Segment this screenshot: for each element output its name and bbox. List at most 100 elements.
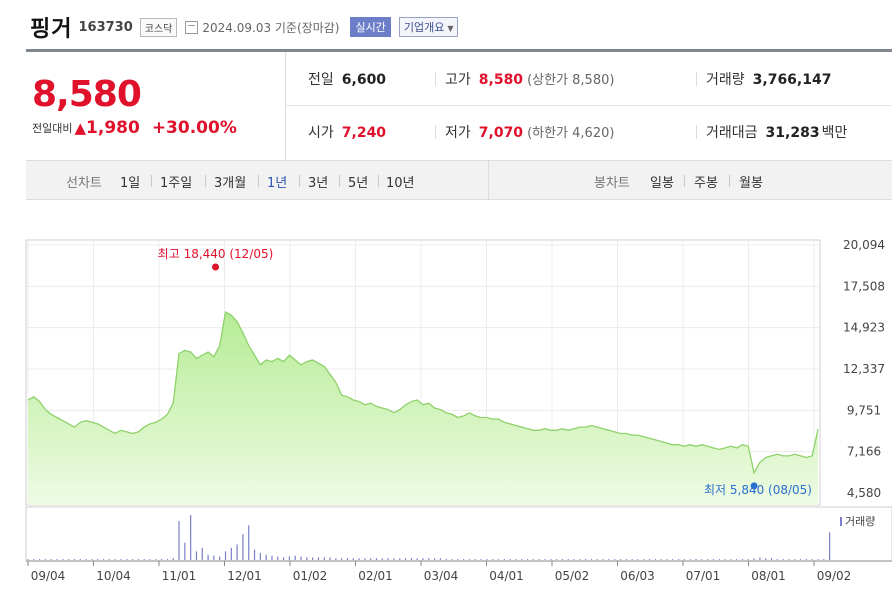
quote-date: 2024.09.03 기준(장마감): [202, 20, 340, 35]
volume-bar: [364, 558, 366, 560]
high-point-marker: [212, 263, 219, 271]
volume-bar: [306, 557, 308, 560]
volume-bar: [823, 559, 825, 560]
volume-bar: [108, 559, 110, 560]
volume-bar: [143, 559, 145, 560]
volume-bar: [736, 559, 738, 560]
volume-bar: [625, 559, 627, 560]
x-tick-label: 02/01: [358, 569, 393, 583]
period-1y-button[interactable]: 1년: [267, 176, 288, 191]
volume-bar: [457, 559, 459, 560]
x-axis: 09/04 10/04 11/01 12/01 01/02 02/01 03/04 04/01…: [27, 561, 851, 583]
volume-bar: [474, 559, 476, 560]
realtime-button[interactable]: 실시간: [350, 17, 391, 37]
stock-code: 163730: [78, 19, 133, 35]
volume-bar: [567, 559, 569, 560]
volume-bar: [631, 559, 633, 560]
company-info-button[interactable]: 기업개요 ▼: [398, 17, 459, 37]
period-1d-button[interactable]: 1일: [120, 176, 141, 191]
volume-bar: [172, 558, 174, 560]
volume-bar: [608, 559, 610, 560]
candle-daily-button[interactable]: 일봉: [650, 176, 674, 191]
volume-bar: [329, 557, 331, 560]
volume-bar: [660, 559, 662, 560]
period-5y-button[interactable]: 5년: [348, 176, 369, 191]
header-divider: [26, 49, 892, 52]
volume-bar: [788, 559, 790, 560]
y-tick-label: 9,751: [847, 403, 881, 417]
volume-bar: [341, 558, 343, 560]
volume-bar: [550, 559, 552, 560]
period-10y-button[interactable]: 10년: [386, 176, 415, 191]
volume-bar: [416, 558, 418, 560]
volume-bar: [312, 557, 314, 560]
period-3m-button[interactable]: 3개월: [214, 176, 247, 191]
stat-label: 고가: [445, 71, 471, 88]
volume-bar: [97, 559, 99, 560]
candle-weekly-button[interactable]: 주봉: [694, 176, 718, 191]
stat-sub: (상한가 8,580): [527, 72, 615, 88]
y-tick-label: 4,580: [847, 486, 881, 500]
volume-bar: [544, 559, 546, 560]
volume-bar: [161, 559, 163, 560]
stock-name: 핑거: [30, 17, 73, 42]
stat-unit: 백만: [821, 124, 848, 141]
divider: [378, 175, 379, 187]
volume-bar: [468, 559, 471, 560]
volume-bar: [590, 559, 593, 560]
y-tick-label: 17,508: [843, 279, 885, 293]
volume-bar: [677, 559, 680, 560]
x-tick-label: 09/04: [31, 569, 66, 583]
volume-bar: [201, 547, 203, 560]
volume-bar: [805, 559, 807, 560]
volume-bar: [532, 559, 534, 560]
x-tick-label: 01/02: [293, 569, 328, 583]
x-tick-label: 03/04: [424, 569, 459, 583]
divider: [205, 175, 206, 187]
divider: [435, 125, 436, 139]
volume-bar: [422, 558, 424, 560]
volume-bar: [747, 559, 749, 560]
volume-bar: [56, 559, 58, 560]
period-3y-button[interactable]: 3년: [308, 176, 329, 191]
stat-value: 6,600: [341, 71, 387, 88]
volume-bar: [695, 559, 697, 560]
y-tick-label: 14,923: [843, 321, 885, 335]
volume-bar: [509, 559, 511, 560]
volume-bar: [219, 556, 221, 560]
candle-monthly-button[interactable]: 월봉: [739, 176, 763, 191]
volume-bar: [184, 542, 186, 560]
volume-bar: [399, 558, 401, 560]
up-arrow-icon: ▲: [74, 119, 87, 137]
period-1w-button[interactable]: 1주일: [160, 176, 193, 191]
volume-bar: [120, 559, 122, 560]
low-annotation: 최저 5,840 (08/05): [704, 483, 812, 497]
volume-bar: [114, 559, 116, 560]
volume-bar: [602, 559, 604, 560]
divider: [696, 72, 697, 86]
volume-bar: [102, 559, 105, 560]
x-tick-label: 06/03: [620, 569, 655, 583]
volume-bar: [503, 559, 505, 560]
company-info-label: 기업개요: [403, 21, 445, 34]
price-line: [27, 310, 819, 475]
change-label: 전일대비: [32, 122, 73, 135]
volume-bar: [213, 555, 215, 560]
y-tick-label: 12,337: [843, 362, 885, 376]
volume-legend-swatch: [840, 517, 842, 526]
stat-volume: 거래량 3,766,147: [706, 69, 831, 89]
price-area: [28, 312, 818, 505]
volume-bar: [585, 559, 587, 560]
stat-value: 8,580: [478, 71, 524, 88]
line-chart-label: 선차트: [66, 176, 102, 191]
x-tick-label: 08/01: [751, 569, 786, 583]
volume-bar: [765, 558, 767, 560]
chart-toolbar: 선차트 1일 1주일 3개월 1년 3년 5년 10년 봉차트 일봉 주봉 월봉: [26, 160, 892, 200]
volume-bar: [352, 558, 354, 560]
volume-bar: [166, 559, 169, 560]
volume-bar: [44, 559, 47, 560]
volume-bar: [131, 559, 134, 560]
volume-bar: [242, 534, 244, 560]
x-tick-label: 05/02: [555, 569, 590, 583]
